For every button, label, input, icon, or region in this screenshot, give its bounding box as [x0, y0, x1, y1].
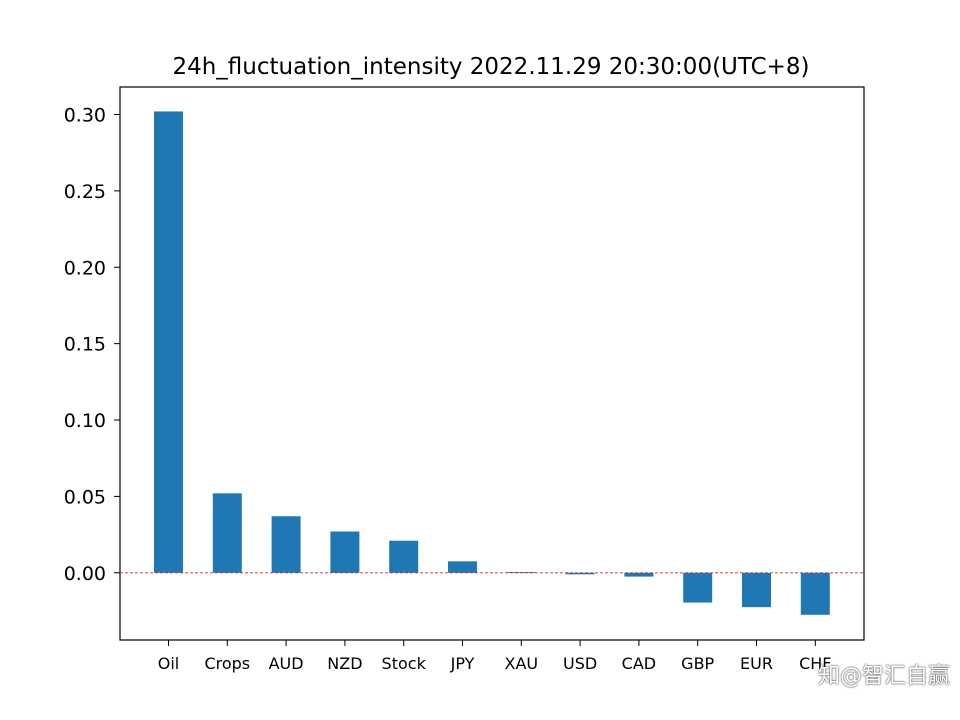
x-tick-label-cad: CAD: [622, 654, 656, 673]
bar-eur: [742, 572, 771, 608]
x-tick-label-xau: XAU: [504, 654, 538, 673]
bar-aud: [271, 516, 301, 573]
y-tick-label: 0.30: [64, 104, 106, 126]
y-tick-label: 0.25: [64, 181, 106, 203]
x-tick-label-stock: Stock: [382, 654, 427, 673]
y-tick-label: 0.20: [64, 257, 106, 279]
bar-cad: [624, 572, 654, 577]
x-tick-label-nzd: NZD: [327, 654, 362, 673]
y-tick-label: 0.00: [64, 563, 106, 585]
x-tick-label-eur: EUR: [740, 654, 773, 673]
bar-nzd: [330, 531, 360, 573]
chart-title: 24h_fluctuation_intensity 2022.11.29 20:…: [172, 54, 809, 80]
y-axis: 0.30 0.25 0.20 0.15 0.10 0.05 0.00: [64, 104, 120, 585]
bar-series: [154, 111, 830, 615]
bar-gbp: [683, 572, 713, 603]
x-tick-label-gbp: GBP: [681, 654, 714, 673]
y-tick-label: 0.15: [64, 334, 106, 356]
x-tick-label-oil: Oil: [158, 654, 179, 673]
y-tick-label: 0.05: [64, 486, 106, 508]
plot-area-frame: [119, 86, 865, 641]
bar-jpy: [448, 561, 477, 573]
bar-stock: [389, 540, 419, 573]
bar-crops: [212, 493, 242, 573]
bar-usd: [565, 572, 595, 575]
x-tick-label-chf: CHF: [799, 654, 831, 673]
y-tick-label: 0.10: [64, 410, 106, 432]
x-tick-label-crops: Crops: [204, 654, 250, 673]
bar-oil: [154, 111, 183, 573]
x-tick-label-aud: AUD: [269, 654, 304, 673]
x-tick-label-usd: USD: [563, 654, 597, 673]
bar-chf: [800, 572, 830, 615]
x-tick-label-jpy: JPY: [450, 654, 475, 673]
x-axis: Oil Crops AUD NZD Stock JPY XAU USD CAD GBP EUR CHF: [158, 640, 832, 673]
watermark: 知@智汇自赢: [817, 664, 950, 689]
